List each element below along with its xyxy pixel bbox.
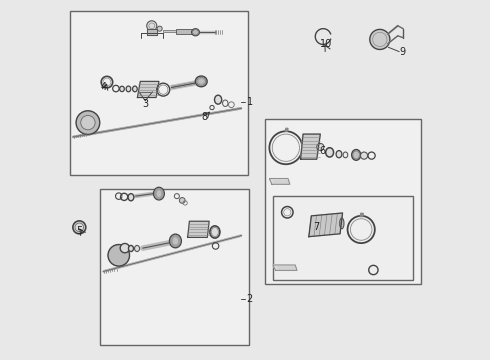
Text: 4: 4 [100, 82, 106, 92]
Ellipse shape [352, 149, 361, 160]
Circle shape [317, 143, 324, 150]
Ellipse shape [210, 226, 220, 238]
Text: 9: 9 [400, 46, 406, 57]
Polygon shape [147, 30, 157, 35]
Ellipse shape [215, 95, 221, 104]
Ellipse shape [196, 76, 207, 87]
Bar [265, 119, 421, 284]
Circle shape [157, 26, 162, 31]
Ellipse shape [126, 86, 131, 92]
Text: 3: 3 [142, 99, 148, 109]
Ellipse shape [128, 194, 134, 201]
Text: 5: 5 [76, 226, 82, 236]
Polygon shape [285, 129, 288, 131]
Text: 2: 2 [246, 294, 253, 304]
Bar [273, 196, 413, 280]
Ellipse shape [340, 218, 344, 229]
Ellipse shape [336, 150, 342, 158]
Circle shape [108, 244, 129, 266]
Text: 7: 7 [314, 222, 320, 231]
Circle shape [76, 111, 100, 134]
Ellipse shape [133, 86, 137, 92]
Circle shape [370, 30, 390, 49]
Text: 6: 6 [319, 145, 325, 156]
Ellipse shape [135, 246, 140, 252]
Ellipse shape [128, 246, 133, 252]
Polygon shape [270, 179, 290, 184]
Bar [163, 30, 176, 32]
Circle shape [73, 221, 86, 234]
Bar [100, 189, 248, 345]
Bar [70, 12, 247, 175]
Text: 1: 1 [246, 97, 253, 107]
Text: 8: 8 [202, 112, 208, 122]
Circle shape [120, 243, 129, 253]
Ellipse shape [170, 234, 181, 248]
Circle shape [147, 21, 157, 31]
Ellipse shape [153, 187, 164, 200]
Ellipse shape [326, 148, 334, 157]
Polygon shape [300, 134, 320, 159]
Ellipse shape [192, 29, 199, 36]
Ellipse shape [120, 86, 124, 91]
Bar [176, 29, 194, 34]
Polygon shape [360, 213, 364, 217]
Circle shape [361, 152, 368, 159]
Polygon shape [137, 81, 159, 98]
Polygon shape [188, 221, 209, 237]
Circle shape [179, 198, 185, 203]
Text: 10: 10 [320, 40, 332, 49]
Polygon shape [273, 265, 297, 270]
Circle shape [81, 116, 95, 130]
Polygon shape [309, 213, 343, 237]
